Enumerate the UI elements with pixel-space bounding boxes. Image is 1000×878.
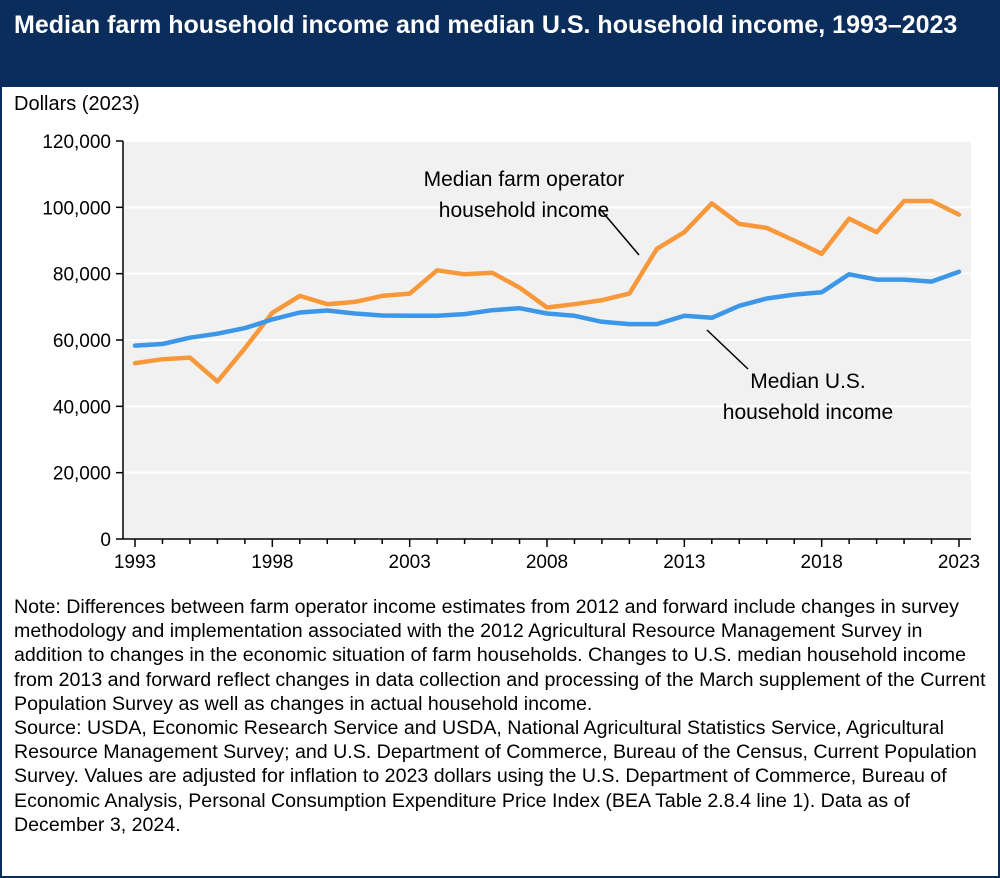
farm-income-line <box>132 198 962 384</box>
x-tick-label: 1998 <box>251 552 293 573</box>
y-tick-label: 80,000 <box>53 265 111 286</box>
note-text: Note: Differences between farm operator … <box>14 596 986 715</box>
y-axis-unit-label: Dollars (2023) <box>14 93 140 115</box>
x-tick-label: 2018 <box>801 552 843 573</box>
y-tick-label: 0 <box>100 530 111 551</box>
series-lines <box>132 198 962 384</box>
y-tick-label: 100,000 <box>42 198 111 219</box>
line-chart: 0 20,000 40,000 60,000 80,000 100,000 120,000 1… <box>42 132 980 573</box>
axes <box>116 140 971 547</box>
annotation-label: household income <box>439 199 609 222</box>
y-tick-label: 120,000 <box>42 132 111 153</box>
us-income-line <box>132 269 962 348</box>
x-tick-label: 2023 <box>938 552 980 573</box>
gridlines <box>123 140 971 474</box>
y-tick-label: 40,000 <box>53 397 111 418</box>
x-tick-label: 1993 <box>114 552 156 573</box>
x-tick-label: 2013 <box>663 552 705 573</box>
annotation-leader-line <box>706 329 749 370</box>
annotation-label: Median U.S. <box>750 370 866 393</box>
tick-labels: 0 20,000 40,000 60,000 80,000 100,000 120,000 1… <box>42 132 980 573</box>
title-bar: Median farm household income and median … <box>2 2 998 87</box>
annotation-label: household income <box>723 401 893 424</box>
source-text: Source: USDA, Economic Research Service … <box>14 717 977 836</box>
y-tick-label: 20,000 <box>53 464 111 485</box>
x-tick-label: 2003 <box>389 552 431 573</box>
annotation-leader-line <box>599 208 640 256</box>
y-tick-label: 60,000 <box>53 331 111 352</box>
series-annotations: Median farm operator household income Medi… <box>424 168 894 424</box>
annotation-label: Median farm operator <box>424 168 625 191</box>
notes-block: Note: Differences between farm operator … <box>14 595 989 837</box>
x-tick-label: 2008 <box>526 552 568 573</box>
chart-title: Median farm household income and median … <box>14 11 958 39</box>
